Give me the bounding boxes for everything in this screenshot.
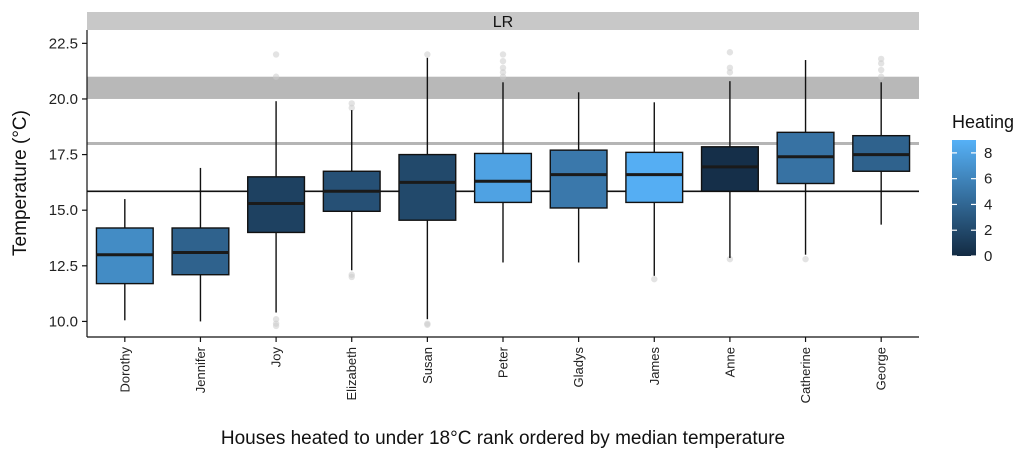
legend-ticks: 0 2 4 6 8: [952, 145, 992, 265]
legend-tick-label: 8: [984, 145, 992, 162]
outlier-point: [424, 321, 431, 328]
box-george: [852, 55, 911, 225]
box-peter: [473, 51, 533, 263]
outlier-point: [348, 100, 355, 107]
box-catherine: [776, 60, 835, 263]
box-susan: [398, 51, 457, 328]
box-body: [625, 151, 684, 204]
box-body: [549, 149, 608, 209]
x-tick-label: Susan: [420, 347, 435, 384]
box-body: [700, 146, 759, 192]
y-tick-label: 12.5: [49, 258, 78, 275]
box-joy: [247, 51, 306, 330]
outlier-point: [272, 322, 280, 330]
legend-tick-label: 0: [984, 248, 992, 265]
y-tick-label: 15.0: [49, 202, 78, 219]
outlier-point: [726, 69, 734, 76]
outlier-point: [877, 55, 885, 63]
box-body: [473, 152, 533, 204]
x-tick-label: Dorothy: [117, 347, 132, 393]
legend-tick-label: 2: [984, 222, 992, 239]
legend-tick-label: 4: [984, 196, 992, 213]
box-james: [625, 102, 684, 283]
facet-strip: [87, 12, 919, 30]
outlier-point: [272, 73, 280, 80]
x-tick-label: Anne: [722, 347, 737, 377]
outlier-point: [348, 273, 355, 281]
facet-strip-label: LR: [493, 14, 513, 31]
outlier-point: [726, 49, 734, 56]
outlier-point: [726, 255, 734, 263]
outlier-point: [499, 64, 507, 72]
legend-tick-label: 6: [984, 171, 992, 188]
x-tick-label: Gladys: [571, 347, 586, 388]
x-tick-label: Peter: [496, 346, 511, 378]
x-tick-label: George: [874, 347, 889, 390]
x-tick-label: Joy: [269, 347, 284, 368]
y-tick-label: 22.5: [49, 35, 78, 52]
outlier-point: [272, 316, 280, 323]
legend: Heating 0 2 4 6 8: [952, 112, 1014, 265]
legend-title: Heating: [952, 112, 1014, 132]
x-axis-title: Houses heated to under 18°C rank ordered…: [221, 428, 785, 449]
y-tick-label: 10.0: [49, 313, 78, 330]
outlier-point: [877, 60, 885, 67]
outlier-point: [499, 57, 507, 65]
outlier-point: [726, 64, 734, 72]
y-axis-title: Temperature (°C): [10, 110, 31, 256]
outlier-point: [499, 73, 507, 80]
x-tick-label: Catherine: [798, 347, 813, 403]
box-body: [398, 153, 457, 221]
outlier-point: [499, 69, 507, 76]
outlier-point: [272, 51, 280, 58]
box-elizabeth: [322, 100, 381, 281]
box-dorothy: [95, 199, 154, 321]
box-jennifer: [171, 167, 230, 322]
outlier-point: [651, 275, 658, 283]
outlier-point: [499, 51, 507, 58]
box-anne: [700, 49, 759, 263]
legend-colorbar: [952, 140, 976, 256]
boxes-layer: [95, 49, 911, 330]
outlier-point: [424, 51, 431, 58]
box-gladys: [549, 92, 608, 263]
x-tick-label: James: [647, 347, 662, 386]
axes-layer: 10.0 12.5 15.0 17.5 20.0 22.5 Dorothy Jennifer J…: [49, 30, 919, 403]
x-tick-label: Elizabeth: [344, 347, 359, 400]
y-tick-label: 20.0: [49, 91, 78, 108]
outlier-point: [348, 104, 355, 112]
outlier-point: [802, 255, 809, 263]
y-tick-label: 17.5: [49, 147, 78, 164]
x-tick-label: Jennifer: [193, 346, 208, 393]
outlier-point: [877, 73, 885, 80]
outlier-point: [877, 66, 885, 74]
